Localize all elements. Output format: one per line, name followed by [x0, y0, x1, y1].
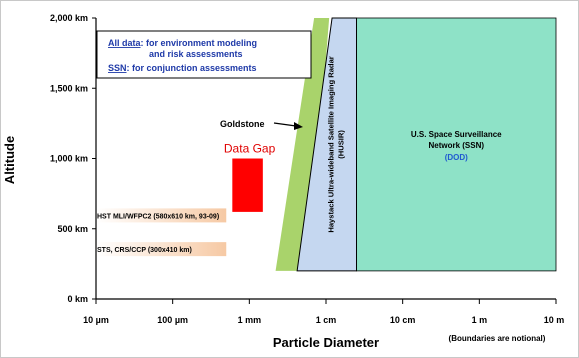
legend-box	[96, 30, 312, 79]
x-tick-label: 1 cm	[316, 315, 337, 325]
legend-line-1: All data: for environment modeling	[108, 38, 257, 48]
x-tick-label: 100 µm	[157, 315, 188, 325]
husir-label-group: Haystack Ultra-wideband Satellite Imagin…	[327, 56, 346, 232]
sts-bar	[96, 242, 227, 257]
legend-text-all-data: : for environment modeling	[141, 38, 258, 48]
x-tick-label: 1 mm	[238, 315, 262, 325]
goldstone-region	[275, 18, 330, 271]
legend-text-ssn: : for conjunction assessments	[127, 63, 257, 73]
husir-label-line-1: Haystack Ultra-wideband Satellite Imagin…	[327, 56, 336, 232]
data-gap-region	[232, 158, 263, 212]
legend-link-all-data[interactable]: All data	[108, 38, 142, 48]
y-tick-label: 1,000 km	[50, 154, 88, 164]
ssn-label-line-1: U.S. Space Surveillance	[411, 130, 502, 139]
y-axis-title: Altitude	[2, 136, 17, 184]
legend: All data: for environment modeling and r…	[96, 30, 312, 79]
goldstone-label: Goldstone	[220, 119, 265, 129]
goldstone-arrowhead	[294, 122, 303, 130]
y-tick-label: 1,500 km	[50, 83, 88, 93]
legend-line-2: and risk assessments	[149, 49, 243, 59]
ssn-region	[356, 17, 557, 272]
x-tick-label: 1 m	[472, 315, 488, 325]
x-axis-title: Particle Diameter	[273, 335, 379, 350]
legend-link-ssn[interactable]: SSN	[108, 63, 127, 73]
x-tick-label: 10 cm	[390, 315, 416, 325]
husir-region	[296, 17, 358, 272]
hst-label: HST MLI/WFPC2 (580x610 km, 93-09)	[97, 213, 219, 220]
ssn-label-dod: (DOD)	[445, 153, 468, 162]
goldstone-arrow	[273, 122, 297, 127]
x-tick-label: 10 m	[544, 315, 565, 325]
y-tick-label: 2,000 km	[50, 13, 88, 23]
data-gap-label: Data Gap	[224, 142, 276, 156]
y-tick-label: 500 km	[57, 224, 88, 234]
husir-label-line-2: (HUSIR)	[337, 130, 346, 159]
ssn-label-line-2: Network (SSN)	[428, 141, 484, 150]
legend-line-3: SSN: for conjunction assessments	[108, 63, 257, 73]
y-tick-label: 0 km	[67, 294, 88, 304]
boundaries-note: (Boundaries are notional)	[449, 334, 546, 343]
sts-label: STS, CRS/CCP (300x410 km)	[97, 247, 192, 254]
x-tick-label: 10 µm	[83, 315, 109, 325]
hst-bar	[96, 208, 227, 223]
